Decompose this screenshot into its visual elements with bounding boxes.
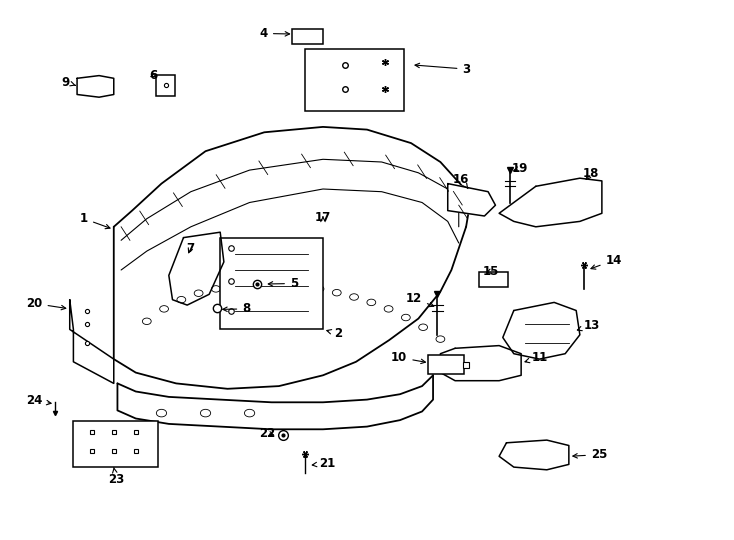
FancyBboxPatch shape: [220, 238, 323, 329]
Text: 5: 5: [268, 277, 298, 290]
Polygon shape: [440, 346, 521, 381]
Text: 6: 6: [150, 69, 158, 82]
Text: 16: 16: [453, 173, 469, 188]
Text: 20: 20: [26, 297, 66, 310]
FancyBboxPatch shape: [292, 29, 323, 44]
Text: 12: 12: [406, 292, 434, 307]
Text: 22: 22: [259, 427, 275, 440]
FancyBboxPatch shape: [428, 355, 464, 374]
Text: 11: 11: [525, 351, 548, 364]
Text: 8: 8: [222, 302, 250, 315]
Text: 24: 24: [26, 394, 51, 407]
Text: 10: 10: [391, 351, 426, 364]
Text: 21: 21: [312, 457, 335, 470]
Text: 14: 14: [591, 254, 622, 269]
Text: 4: 4: [260, 27, 290, 40]
Text: 2: 2: [327, 327, 342, 340]
Polygon shape: [114, 127, 470, 389]
Text: 23: 23: [108, 468, 124, 486]
FancyBboxPatch shape: [73, 421, 158, 467]
FancyBboxPatch shape: [479, 272, 508, 287]
Polygon shape: [70, 300, 114, 383]
Text: 7: 7: [186, 242, 195, 255]
Text: 15: 15: [483, 265, 499, 278]
Text: 17: 17: [315, 211, 331, 224]
Text: 9: 9: [62, 76, 76, 89]
Polygon shape: [499, 440, 569, 470]
Text: 3: 3: [415, 63, 470, 76]
Polygon shape: [503, 302, 580, 359]
Text: 13: 13: [578, 319, 600, 332]
Text: 19: 19: [512, 162, 528, 175]
Polygon shape: [169, 232, 224, 305]
Polygon shape: [448, 184, 495, 216]
Polygon shape: [499, 178, 602, 227]
Text: 1: 1: [80, 212, 110, 229]
FancyBboxPatch shape: [156, 75, 175, 96]
FancyBboxPatch shape: [305, 49, 404, 111]
Polygon shape: [77, 76, 114, 97]
Text: 18: 18: [583, 167, 599, 180]
Text: 25: 25: [573, 448, 607, 461]
